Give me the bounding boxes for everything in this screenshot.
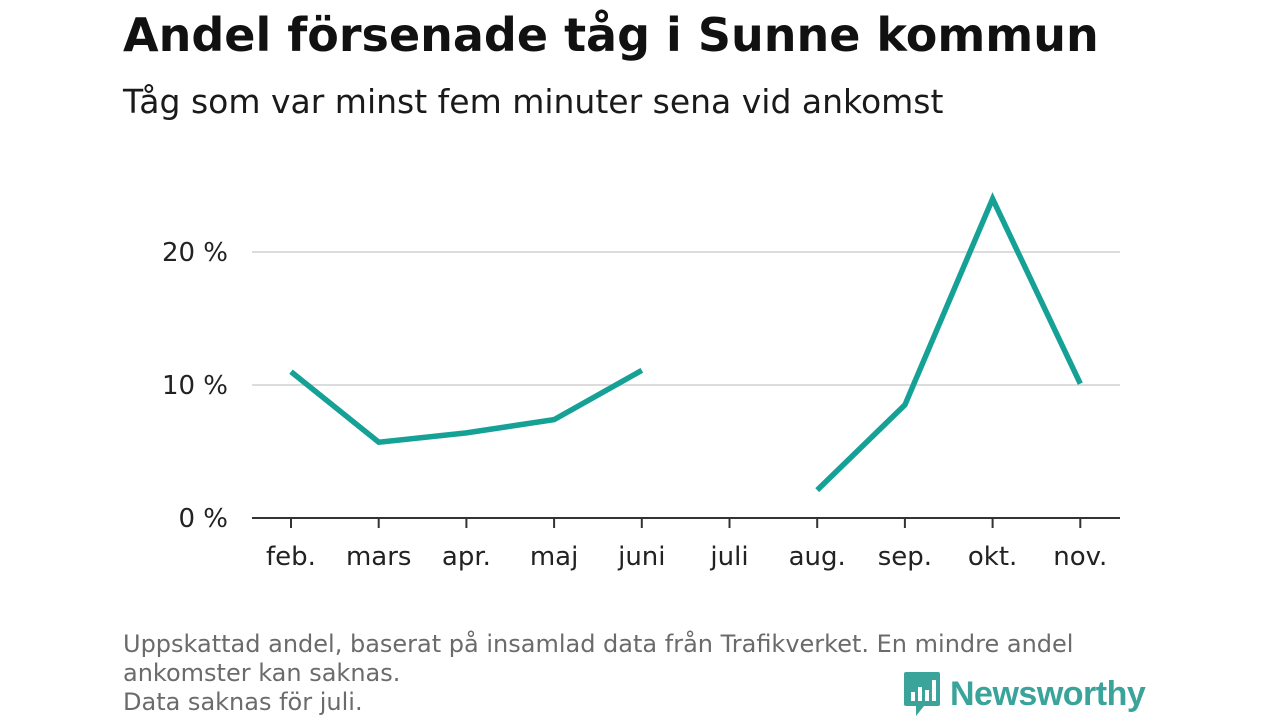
series-lines <box>289 192 1083 493</box>
chart-title: Andel försenade tåg i Sunne kommun <box>123 8 1099 62</box>
x-tick-label-6: aug. <box>789 542 846 572</box>
x-tick-label-4: juni <box>617 542 665 572</box>
series-line-segment-1 <box>289 368 644 446</box>
x-tick-label-9: nov. <box>1053 542 1107 572</box>
newsworthy-logo: Newsworthy <box>902 670 1146 718</box>
gridlines <box>252 251 1120 386</box>
footer-note: Uppskattad andel, baserat på insamlad da… <box>123 630 1163 717</box>
x-tick-label-7: sep. <box>878 542 932 572</box>
y-tick-label-0: 0 % <box>178 504 228 534</box>
x-tick-label-5: juli <box>709 542 748 572</box>
bar-chart-bubble-icon <box>904 672 940 716</box>
y-axis-labels: 0 % 10 % 20 % <box>162 238 228 534</box>
missing-data-note: Data saknas för juli. <box>123 688 363 716</box>
source-note: Uppskattad andel, baserat på insamlad da… <box>123 630 1074 687</box>
x-tick-label-1: mars <box>346 542 412 572</box>
line-chart: 0 % 10 % 20 % feb. mars apr. maj juni juli aug. s… <box>162 192 1120 572</box>
x-tick-label-8: okt. <box>968 542 1017 572</box>
brand-name: Newsworthy <box>950 674 1146 713</box>
series-line-segment-2 <box>815 192 1083 493</box>
chart-subtitle: Tåg som var minst fem minuter sena vid a… <box>123 82 944 121</box>
x-tick-label-3: maj <box>530 542 578 572</box>
x-tick-label-2: apr. <box>442 542 491 572</box>
y-tick-label-10: 10 % <box>162 371 228 401</box>
y-tick-label-20: 20 % <box>162 238 228 268</box>
x-tick-label-0: feb. <box>266 542 316 572</box>
x-axis-labels: feb. mars apr. maj juni juli aug. sep. okt. nov. <box>266 542 1107 572</box>
x-axis <box>252 517 1120 528</box>
